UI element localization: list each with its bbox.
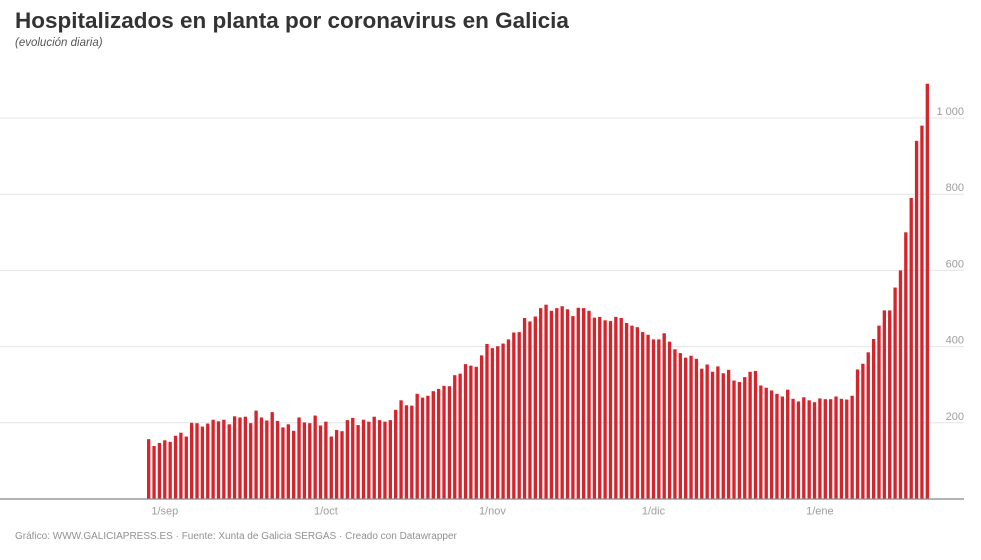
svg-text:400: 400 [946, 335, 964, 347]
svg-text:1 000: 1 000 [936, 106, 964, 118]
svg-text:1/ene: 1/ene [806, 506, 834, 518]
svg-text:1/oct: 1/oct [314, 506, 338, 518]
svg-text:1/dic: 1/dic [642, 506, 666, 518]
svg-text:800: 800 [946, 182, 964, 194]
svg-text:200: 200 [946, 411, 964, 423]
svg-text:1/sep: 1/sep [151, 506, 178, 518]
svg-text:600: 600 [946, 258, 964, 270]
svg-text:1/nov: 1/nov [479, 506, 506, 518]
